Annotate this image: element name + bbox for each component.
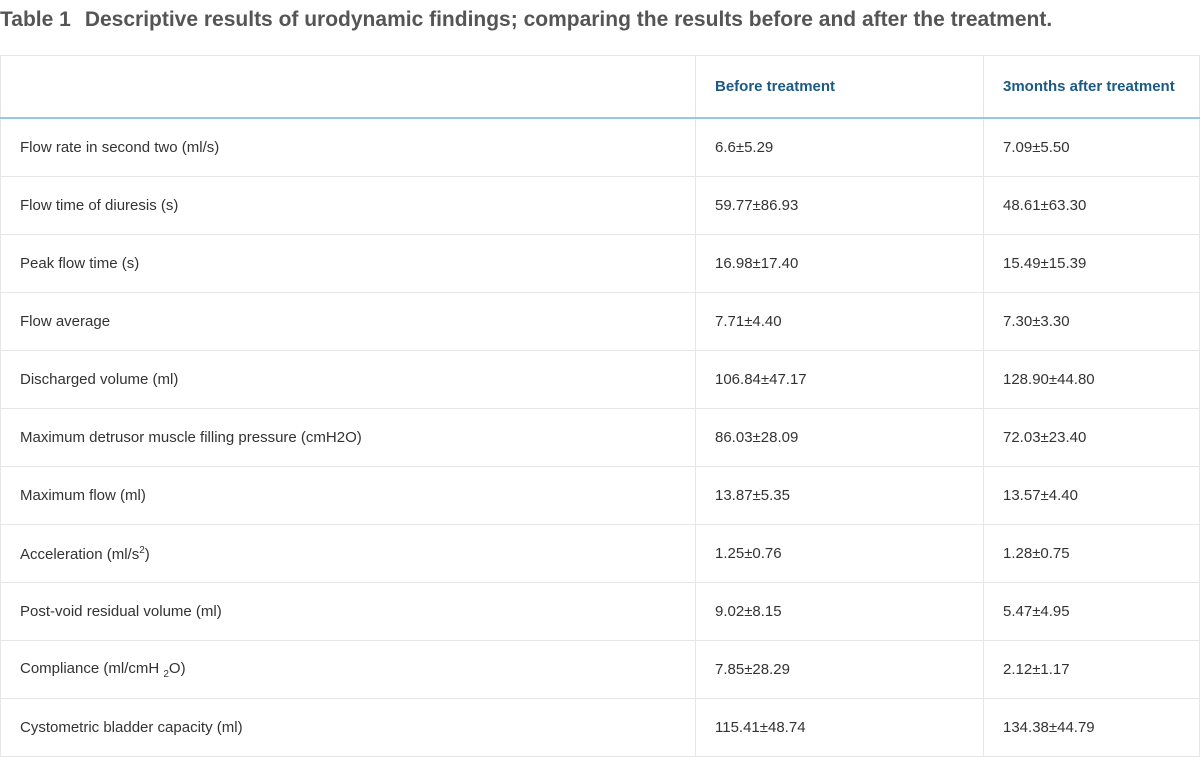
before-value: 7.85±28.29 <box>695 640 984 699</box>
after-value: 128.90±44.80 <box>983 350 1200 409</box>
label-part: 2 <box>139 544 145 556</box>
label-part: Maximum detrusor muscle filling pressure… <box>20 429 362 446</box>
table-row: Maximum detrusor muscle filling pressure… <box>0 408 1200 467</box>
before-value: 9.02±8.15 <box>695 582 984 641</box>
after-value: 1.28±0.75 <box>983 524 1200 583</box>
row-label: Cystometric bladder capacity (ml) <box>0 698 696 757</box>
label-part: Post-void residual volume (ml) <box>20 603 222 620</box>
column-header: 3months after treatment <box>983 55 1200 119</box>
header-text: Before treatment <box>715 78 836 95</box>
label-part: Acceleration (ml/s <box>20 545 140 563</box>
label-part: ) <box>144 545 150 563</box>
before-value: 115.41±48.74 <box>695 698 984 757</box>
label-part: Compliance (ml/cmH <box>20 659 164 677</box>
table-row: Peak flow time (s) 16.98±17.40 15.49±15.39 <box>0 234 1200 293</box>
label-part: Discharged volume (ml) <box>20 371 179 388</box>
table-row: Cystometric bladder capacity (ml) 115.41±… <box>0 698 1200 757</box>
table-number: Table 1 <box>0 8 71 31</box>
after-value: 48.61±63.30 <box>983 176 1200 235</box>
table-row: Acceleration (ml/s2) 1.25±0.76 1.28±0.75 <box>0 524 1200 583</box>
after-value: 7.30±3.30 <box>983 292 1200 351</box>
before-value: 1.25±0.76 <box>695 524 984 583</box>
column-header: Before treatment <box>695 55 984 119</box>
before-value: 59.77±86.93 <box>695 176 984 235</box>
label-part: Maximum flow (ml) <box>20 487 146 504</box>
before-value: 86.03±28.09 <box>695 408 984 467</box>
after-value: 5.47±4.95 <box>983 582 1200 641</box>
caption-text: Descriptive results of urodynamic findin… <box>84 8 1053 31</box>
table-row: Flow rate in second two (ml/s) 6.6±5.29 7.… <box>0 118 1200 177</box>
table-row: Flow time of diuresis (s) 59.77±86.93 48.6… <box>0 176 1200 235</box>
before-value: 16.98±17.40 <box>695 234 984 293</box>
header-text: 3months after treatment <box>1003 78 1175 95</box>
column-header <box>0 55 696 119</box>
label-part: Flow rate in second two (ml/s) <box>20 139 220 156</box>
after-value: 134.38±44.79 <box>983 698 1200 757</box>
row-label: Post-void residual volume (ml) <box>0 582 696 641</box>
before-value: 106.84±47.17 <box>695 350 984 409</box>
row-label: Flow time of diuresis (s) <box>0 176 696 235</box>
table-row: Maximum flow (ml) 13.87±5.35 13.57±4.40 <box>0 466 1200 525</box>
table-head: Before treatment 3months after treatment <box>0 55 1200 119</box>
label-part: O) <box>168 659 186 677</box>
table-body: Flow rate in second two (ml/s) 6.6±5.29 7.… <box>0 118 1200 757</box>
row-label: Discharged volume (ml) <box>0 350 696 409</box>
results-table: Before treatment 3months after treatment … <box>0 55 1200 757</box>
row-label: Acceleration (ml/s2) <box>0 524 696 583</box>
row-label: Maximum detrusor muscle filling pressure… <box>0 408 696 467</box>
label-part: Flow time of diuresis (s) <box>20 197 179 214</box>
label-part: Cystometric bladder capacity (ml) <box>20 719 243 736</box>
label-part: Flow average <box>20 313 111 330</box>
after-value: 2.12±1.17 <box>983 640 1200 699</box>
after-value: 15.49±15.39 <box>983 234 1200 293</box>
table-row: Discharged volume (ml) 106.84±47.17 128.90… <box>0 350 1200 409</box>
before-value: 13.87±5.35 <box>695 466 984 525</box>
after-value: 7.09±5.50 <box>983 118 1200 177</box>
row-label: Compliance (ml/cmH 2O) <box>0 640 696 699</box>
label-part: Peak flow time (s) <box>20 255 140 272</box>
table-caption: Table 1 Descriptive results of urodynamic… <box>0 8 1052 32</box>
header-row: Before treatment 3months after treatment <box>0 55 1200 119</box>
table-row: Post-void residual volume (ml) 9.02±8.15 5… <box>0 582 1200 641</box>
before-value: 6.6±5.29 <box>695 118 984 177</box>
after-value: 13.57±4.40 <box>983 466 1200 525</box>
before-value: 7.71±4.40 <box>695 292 984 351</box>
after-value: 72.03±23.40 <box>983 408 1200 467</box>
table-row: Compliance (ml/cmH 2O) 7.85±28.29 2.12±1.1… <box>0 640 1200 699</box>
label-part: 2 <box>163 668 169 680</box>
row-label: Flow rate in second two (ml/s) <box>0 118 696 177</box>
row-label: Flow average <box>0 292 696 351</box>
row-label: Maximum flow (ml) <box>0 466 696 525</box>
row-label: Peak flow time (s) <box>0 234 696 293</box>
table-row: Flow average 7.71±4.40 7.30±3.30 <box>0 292 1200 351</box>
